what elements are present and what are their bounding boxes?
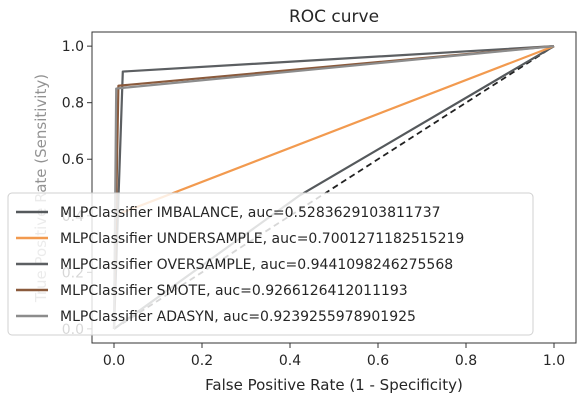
chart-title: ROC curve [289, 7, 379, 27]
x-tick-label: 0.0 [103, 353, 125, 369]
legend: MLPClassifier IMBALANCE, auc=0.528362910… [7, 192, 534, 336]
x-tick-label: 0.4 [279, 353, 301, 369]
legend-entry-label: MLPClassifier SMOTE, auc=0.9266126412011… [60, 283, 408, 299]
legend-entry-label: MLPClassifier ADASYN, auc=0.923925597890… [60, 309, 416, 325]
roc-series-line-1 [113, 45, 555, 217]
x-tick-label: 0.8 [455, 353, 477, 369]
axes-frame [91, 31, 577, 344]
legend-box [7, 192, 534, 336]
reference-diagonal-line [113, 45, 555, 330]
x-tick-label: 0.2 [191, 353, 213, 369]
legend-entry-label: MLPClassifier IMBALANCE, auc=0.528362910… [60, 205, 441, 221]
y-tick-label: 0.8 [62, 96, 84, 112]
x-axis-label: False Positive Rate (1 - Specificity) [205, 376, 463, 394]
legend-entry-label: MLPClassifier UNDERSAMPLE, auc=0.7001271… [60, 231, 464, 247]
y-tick-label: 1.0 [62, 39, 84, 55]
y-tick-label: 0.6 [62, 152, 84, 168]
x-axis: 0.0 0.2 0.4 0.6 0.8 1.0 [103, 343, 565, 369]
x-tick-label: 1.0 [543, 353, 565, 369]
legend-entry-label: MLPClassifier OVERSAMPLE, auc=0.94410982… [60, 257, 453, 273]
x-tick-label: 0.6 [367, 353, 389, 369]
